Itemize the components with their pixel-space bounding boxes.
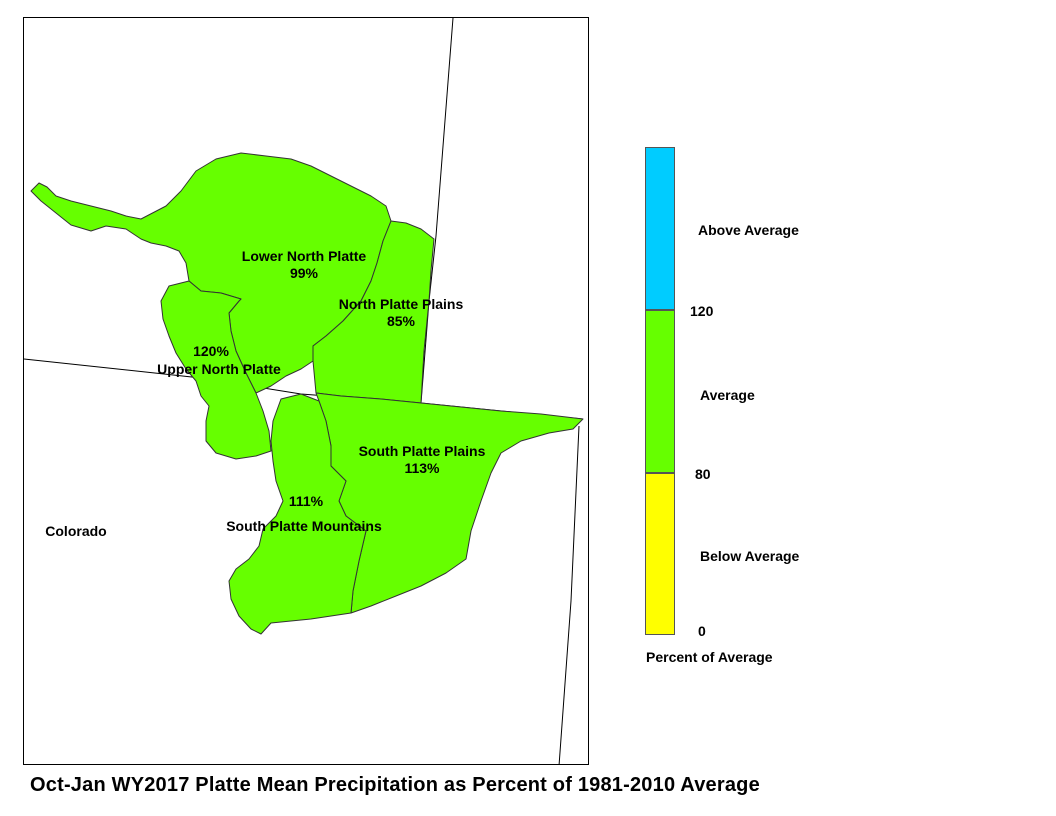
basin-percent-upper-north-platte: 120% <box>193 343 229 359</box>
basin-percent-north-platte-plains: 85% <box>386 313 416 329</box>
legend-break-80: 80 <box>695 466 711 482</box>
basin-name-south-platte-plains: South Platte Plains <box>358 443 486 459</box>
basin-label-south-platte-plains: South Platte Plains 113% <box>342 443 502 477</box>
basin-name-north-platte-plains: North Platte Plains <box>338 296 464 312</box>
state-label-colorado: Colorado <box>45 523 107 539</box>
basin-percent-south-platte-plains: 113% <box>404 460 440 476</box>
legend-label-below-average: Below Average <box>700 548 800 564</box>
basin-label-north-platte-plains: North Platte Plains 85% <box>321 296 481 330</box>
basin-name-south-platte-mountains: South Platte Mountains <box>226 518 382 534</box>
legend-label-above-average: Above Average <box>698 222 799 238</box>
basin-map <box>24 18 584 764</box>
map-frame: Lower North Platte 99% North Platte Plai… <box>23 17 589 765</box>
map-title: Oct-Jan WY2017 Platte Mean Precipitation… <box>30 774 760 796</box>
legend-label-average: Average <box>700 387 755 403</box>
legend-break-120: 120 <box>690 303 714 319</box>
legend-swatch-below-average <box>645 473 675 635</box>
basin-percent-lower-north-platte: 99% <box>289 265 319 281</box>
basin-percent-south-platte-mountains: 111% <box>288 493 324 509</box>
basin-south-platte-mountains[interactable] <box>228 393 367 635</box>
basin-south-platte-plains[interactable] <box>315 392 584 614</box>
legend-title: Percent of Average <box>646 649 773 665</box>
legend-break-0: 0 <box>698 623 706 639</box>
basin-name-lower-north-platte: Lower North Platte <box>241 248 367 264</box>
basin-label-lower-north-platte: Lower North Platte 99% <box>204 248 404 282</box>
legend-swatch-above-average <box>645 147 675 310</box>
state-boundary-line-east <box>558 425 580 764</box>
basin-upper-north-platte[interactable] <box>160 280 272 460</box>
basin-name-upper-north-platte: Upper North Platte <box>157 361 281 377</box>
legend-swatch-average <box>645 310 675 473</box>
state-boundary-line-north <box>420 18 454 404</box>
